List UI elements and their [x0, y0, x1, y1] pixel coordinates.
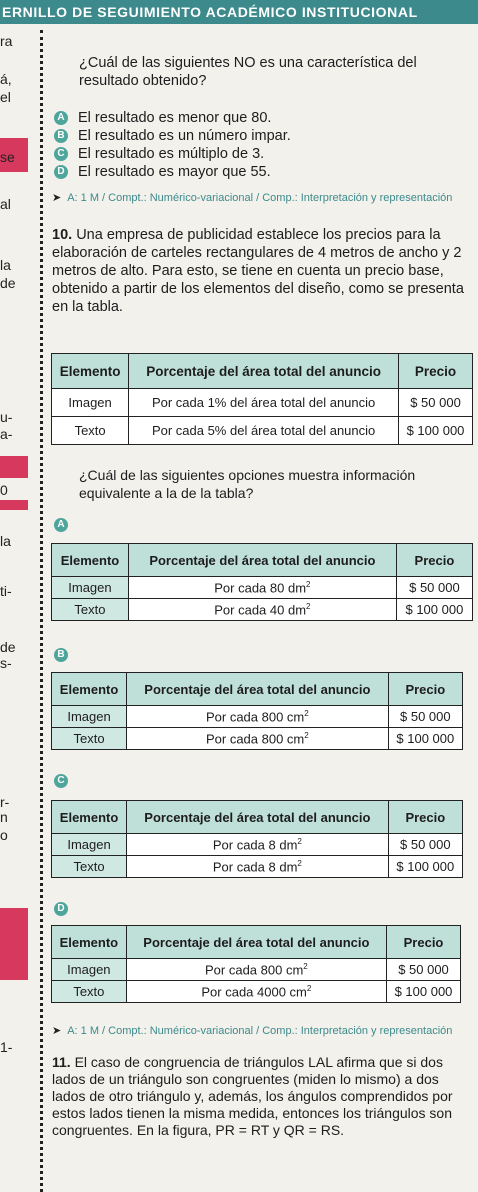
dotted-margin-line [40, 30, 43, 1192]
table-row: Imagen Por cada 800 cm2 $ 50 000 [50, 705, 464, 728]
margin-fragment: al [0, 197, 11, 211]
margin-color-bar [0, 456, 28, 478]
margin-fragment: de [0, 640, 16, 654]
question-number: 10. [52, 227, 73, 243]
q10-meta: ➤ A: 1 M / Compt.: Numérico-variacional /… [52, 1025, 453, 1037]
table-row: Texto Por cada 5% del área total del anu… [50, 416, 473, 445]
q9-option-a[interactable]: A El resultado es menor que 80. [54, 110, 271, 126]
option-c-table[interactable]: Elemento Porcentaje del área total del a… [50, 800, 464, 878]
option-c-badge[interactable]: C [54, 774, 68, 788]
q9-stem: ¿Cuál de las siguientes NO es una caract… [79, 55, 417, 89]
margin-fragment: de [0, 276, 16, 290]
q11-block: 11. El caso de congruencia de triángulos… [52, 1054, 472, 1139]
margin-fragment: 0 [0, 483, 8, 497]
table-row: Texto Por cada 8 dm2 $ 100 000 [50, 855, 464, 878]
question-number: 11. [52, 1054, 71, 1070]
q10-question: ¿Cuál de las siguientes opciones muestra… [79, 467, 416, 501]
margin-fragment: ti- [0, 584, 12, 598]
margin-fragment: ra [0, 34, 13, 48]
q10-price-table: Elemento Porcentaje del área total del a… [50, 353, 473, 445]
option-text: El resultado es múltiplo de 3. [78, 146, 265, 162]
margin-fragment: r- [0, 795, 10, 809]
option-letter-badge: A [54, 111, 68, 126]
option-b-table[interactable]: Elemento Porcentaje del área total del a… [50, 672, 464, 750]
q9-option-c[interactable]: C El resultado es múltiplo de 3. [54, 146, 264, 162]
margin-fragment: se [0, 150, 15, 164]
table-row: Imagen Por cada 8 dm2 $ 50 000 [50, 833, 464, 856]
margin-color-bar [0, 908, 28, 980]
margin-fragment: s- [0, 656, 12, 670]
q9-option-b[interactable]: B El resultado es un número impar. [54, 128, 291, 144]
q9-meta: ➤ A: 1 M / Compt.: Numérico-variacional /… [52, 192, 453, 204]
table-row: Texto Por cada 40 dm2 $ 100 000 [51, 598, 474, 621]
arrow-icon: ➤ [52, 1025, 62, 1037]
q9-option-d[interactable]: D El resultado es mayor que 55. [54, 164, 271, 180]
table-row: Texto Por cada 4000 cm2 $ 100 000 [51, 980, 461, 1003]
margin-fragment: 1- [0, 1040, 13, 1054]
margin-color-bar [0, 138, 28, 172]
option-letter-badge: C [54, 147, 68, 162]
table-header: Elemento [50, 353, 130, 389]
margin-fragment: n [0, 810, 8, 824]
table-header: Precio [398, 353, 473, 389]
table-row: Imagen Por cada 800 cm2 $ 50 000 [51, 958, 461, 981]
option-d-badge[interactable]: D [54, 902, 68, 916]
margin-fragment: o [0, 828, 8, 842]
margin-fragment: la [0, 534, 11, 548]
margin-fragment: u- [0, 410, 13, 424]
option-letter-badge: D [54, 165, 68, 180]
margin-fragment: á, [0, 72, 12, 86]
q10-stem-block: 10. Una empresa de publicidad establece … [52, 226, 472, 316]
table-header: Porcentaje del área total del anuncio [128, 353, 400, 389]
table-row: Imagen Por cada 80 dm2 $ 50 000 [51, 576, 474, 599]
option-b-badge[interactable]: B [54, 648, 68, 662]
option-text: El resultado es un número impar. [78, 128, 291, 144]
table-row: Imagen Por cada 1% del área total del an… [50, 388, 473, 417]
option-text: El resultado es mayor que 55. [78, 164, 271, 180]
table-row: Texto Por cada 800 cm2 $ 100 000 [50, 727, 464, 750]
q11-text: El caso de congruencia de triángulos LAL… [52, 1054, 453, 1138]
margin-fragment: la [0, 258, 11, 272]
margin-fragment: a- [0, 427, 13, 441]
option-text: El resultado es menor que 80. [78, 110, 272, 126]
arrow-icon: ➤ [52, 192, 62, 204]
option-letter-badge: B [54, 129, 68, 144]
q10-stem: Una empresa de publicidad establece los … [52, 227, 464, 315]
margin-color-bar [0, 500, 28, 510]
option-a-table[interactable]: Elemento Porcentaje del área total del a… [51, 543, 474, 621]
booklet-header: ERNILLO DE SEGUIMIENTO ACADÉMICO INSTITU… [0, 0, 478, 24]
option-a-badge[interactable]: A [54, 518, 68, 532]
option-d-table[interactable]: Elemento Porcentaje del área total del a… [51, 925, 461, 1003]
margin-fragment: el [0, 90, 11, 104]
